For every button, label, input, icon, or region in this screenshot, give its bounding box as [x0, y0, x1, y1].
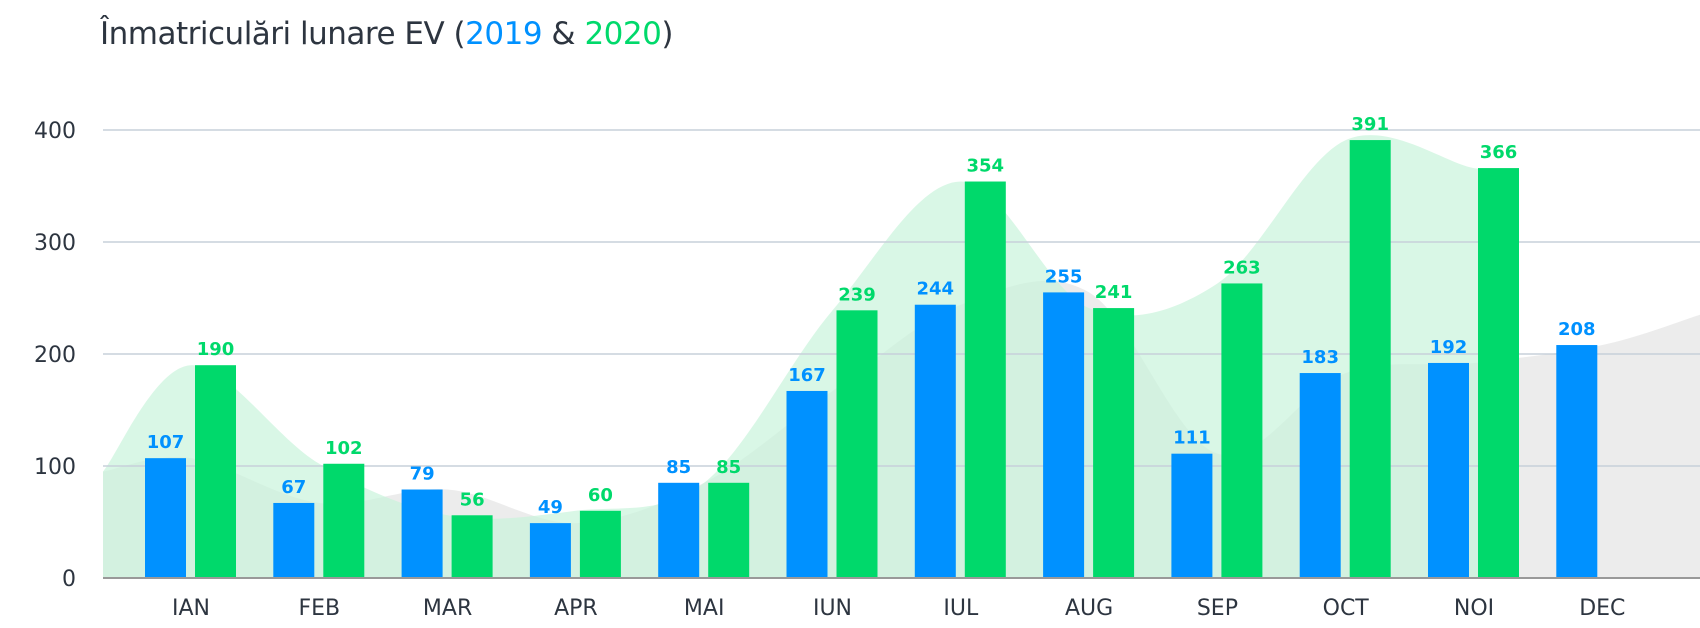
data-label-2020: 263 [1223, 257, 1261, 278]
x-tick-label: FEB [298, 596, 340, 621]
bar-2020-apr [579, 510, 621, 578]
data-label-2019: 167 [788, 365, 826, 386]
data-label-2020: 102 [325, 438, 363, 459]
data-label-2019: 49 [538, 497, 563, 518]
y-tick-label: 200 [34, 343, 76, 368]
bar-2020-oct [1349, 140, 1391, 578]
bar-2019-sep [1171, 453, 1213, 578]
y-tick-label: 300 [34, 231, 76, 256]
x-tick-label: DEC [1579, 596, 1625, 621]
x-tick-label: AUG [1065, 596, 1113, 621]
bar-2020-aug [1093, 308, 1135, 578]
data-label-2019: 244 [917, 279, 955, 300]
x-tick-label: SEP [1197, 596, 1238, 621]
data-label-2020: 366 [1480, 142, 1518, 163]
data-label-2020: 190 [197, 339, 235, 360]
data-label-2019: 107 [147, 432, 185, 453]
title-suffix: ) [661, 16, 673, 52]
data-label-2020: 391 [1351, 114, 1389, 135]
bar-2019-iun [786, 390, 828, 578]
data-label-2019: 208 [1558, 319, 1596, 340]
bar-2019-mai [658, 482, 700, 578]
data-label-2020: 239 [838, 284, 876, 305]
x-tick-label: MAR [423, 596, 472, 621]
bar-2020-ian [195, 365, 236, 578]
title-series-2019: 2019 [465, 16, 543, 52]
data-label-2019: 192 [1430, 337, 1468, 358]
x-tick-label: NOI [1454, 596, 1494, 621]
y-tick-label: 0 [62, 567, 76, 592]
title-series-2020: 2020 [584, 16, 662, 52]
bar-2020-mai [708, 482, 750, 578]
data-label-2019: 111 [1173, 428, 1211, 449]
data-label-2019: 85 [666, 457, 691, 478]
bar-2019-oct [1299, 373, 1341, 578]
x-tick-label: MAI [684, 596, 725, 621]
bar-2019-iul [914, 304, 956, 578]
data-label-2020: 354 [967, 156, 1005, 177]
data-label-2020: 85 [716, 457, 741, 478]
bar-2020-feb [323, 463, 365, 578]
data-label-2020: 56 [460, 489, 485, 510]
x-tick-label: APR [554, 596, 598, 621]
bar-2019-feb [273, 502, 315, 578]
bar-2019-aug [1043, 292, 1085, 578]
y-tick-label: 100 [34, 455, 76, 480]
data-label-2020: 241 [1095, 282, 1133, 303]
y-tick-label: 400 [34, 119, 76, 144]
bar-2020-iul [964, 181, 1006, 578]
x-tick-label: OCT [1323, 596, 1370, 621]
title-separator: & [542, 16, 585, 52]
bar-2019-ian [145, 458, 186, 578]
x-tick-label: IUL [943, 596, 979, 621]
bar-2019-dec [1556, 345, 1598, 578]
data-label-2019: 79 [410, 464, 435, 485]
x-tick-label: IUN [813, 596, 852, 621]
area-2020 [103, 135, 1519, 578]
data-label-2020: 60 [588, 485, 613, 506]
data-label-2019: 183 [1301, 347, 1339, 368]
data-label-2019: 255 [1045, 266, 1083, 287]
bar-2019-mar [401, 489, 443, 578]
x-tick-label: IAN [172, 596, 210, 621]
bar-2020-iun [836, 310, 878, 578]
bar-2020-mar [451, 515, 493, 578]
data-label-2019: 67 [281, 477, 306, 498]
bar-2020-noi [1478, 168, 1519, 578]
chart-title: Înmatriculări lunare EV (2019 & 2020) [100, 16, 673, 52]
bar-2019-noi [1428, 362, 1469, 578]
title-text: Înmatriculări lunare EV ( [100, 16, 466, 52]
bar-2019-apr [529, 523, 571, 578]
bar-2020-sep [1221, 283, 1263, 578]
